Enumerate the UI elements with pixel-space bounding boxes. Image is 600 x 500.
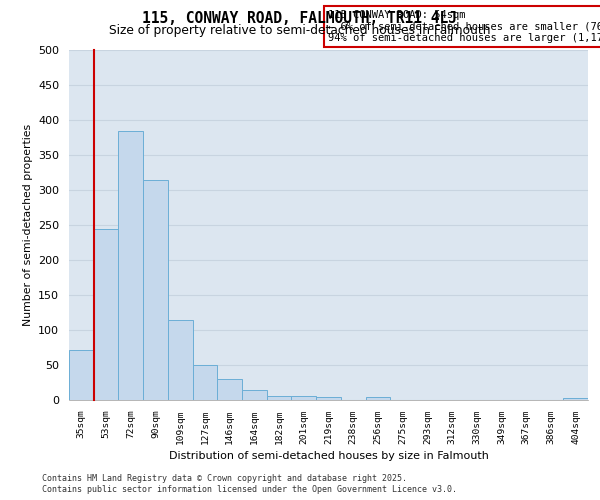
Y-axis label: Number of semi-detached properties: Number of semi-detached properties (23, 124, 32, 326)
Bar (193, 365, 217, 400)
Text: 115 CONWAY ROAD: 54sqm
← 6% of semi-detached houses are smaller (76)
94% of semi: 115 CONWAY ROAD: 54sqm ← 6% of semi-deta… (329, 10, 600, 43)
Bar (365, 397, 390, 400)
Bar (292, 396, 316, 400)
Bar (118, 130, 143, 400)
Text: Contains HM Land Registry data © Crown copyright and database right 2025.
Contai: Contains HM Land Registry data © Crown c… (42, 474, 457, 494)
Text: Size of property relative to semi-detached houses in Falmouth: Size of property relative to semi-detach… (109, 24, 491, 37)
Text: 115, CONWAY ROAD, FALMOUTH, TR11 4LJ: 115, CONWAY ROAD, FALMOUTH, TR11 4LJ (143, 11, 458, 26)
Bar (242, 390, 267, 400)
Bar (316, 396, 341, 400)
Bar (217, 379, 242, 400)
Bar (143, 180, 168, 400)
Bar (94, 228, 118, 400)
Bar (168, 320, 193, 400)
X-axis label: Distribution of semi-detached houses by size in Falmouth: Distribution of semi-detached houses by … (169, 451, 488, 461)
Bar (69, 350, 94, 400)
Bar (563, 398, 588, 400)
Bar (267, 396, 292, 400)
